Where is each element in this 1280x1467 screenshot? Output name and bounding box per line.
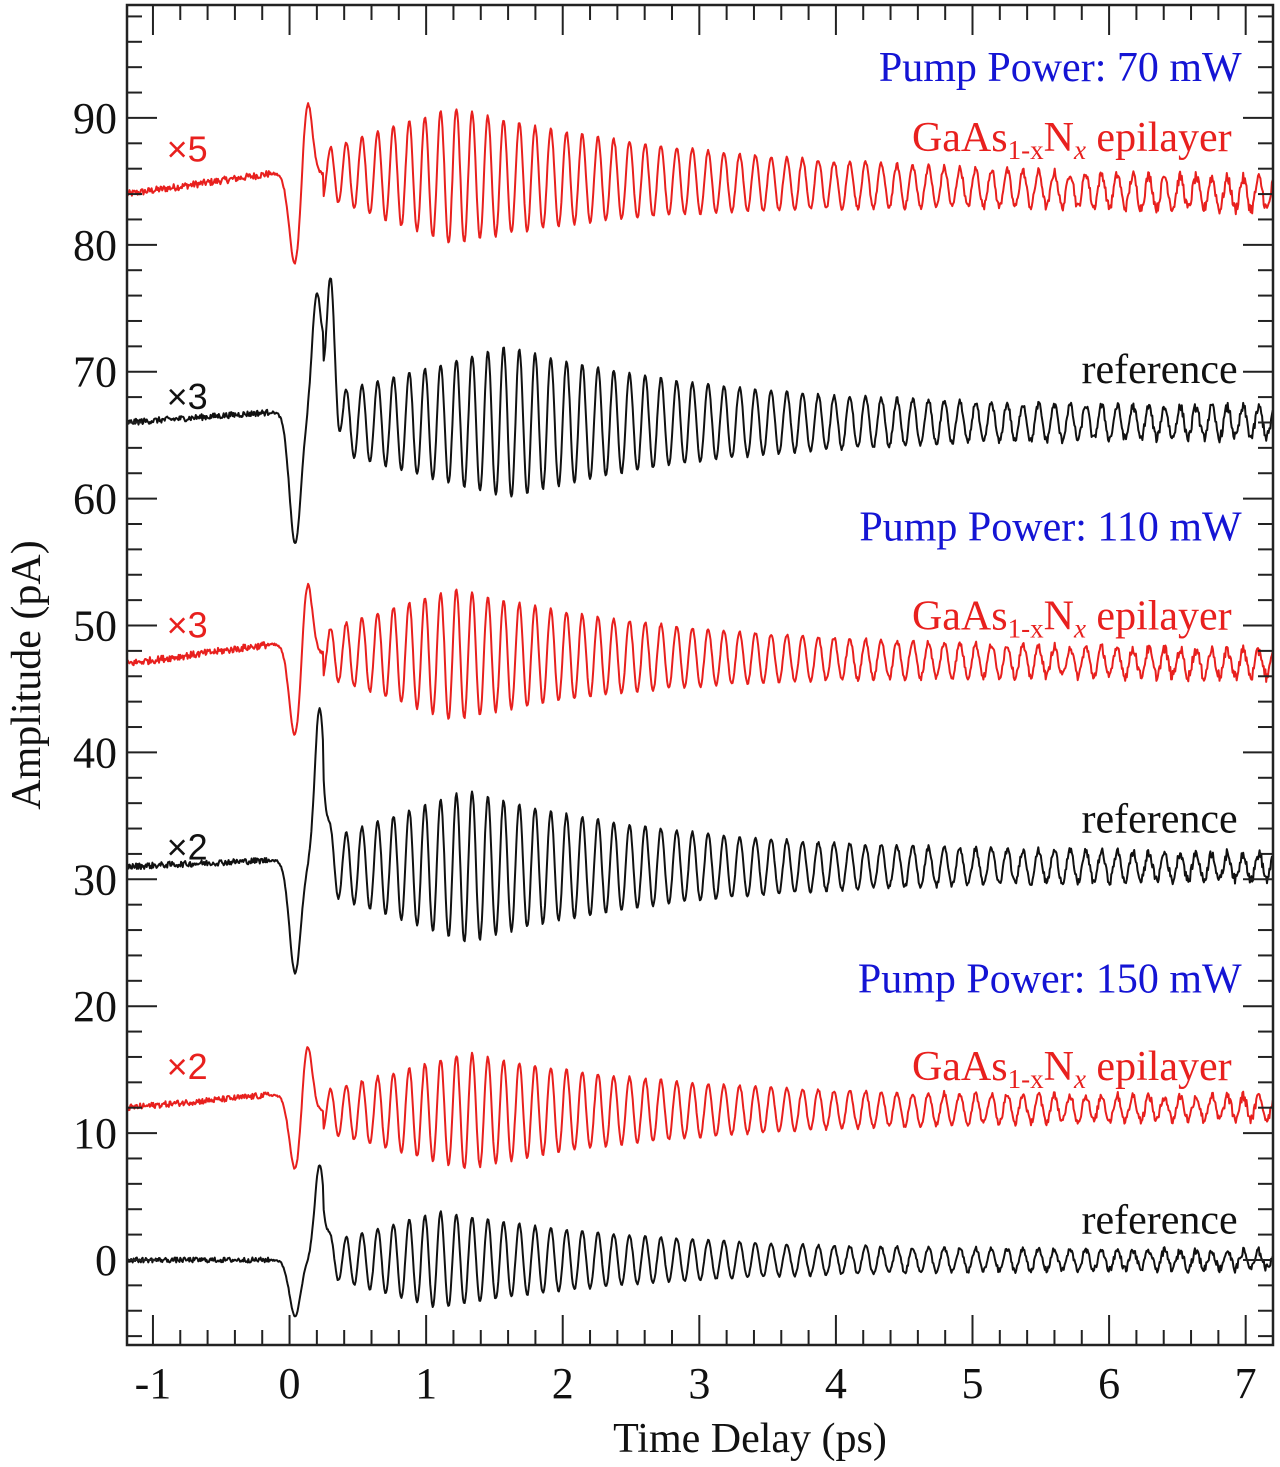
- y-tick-label: 40: [73, 728, 117, 777]
- trace-epilayer-4: [126, 1046, 1274, 1170]
- x-tick-label: 3: [688, 1359, 710, 1408]
- pump-power-label: Pump Power: 70 mW: [879, 45, 1242, 91]
- trace-epilayer-2: [126, 582, 1274, 736]
- y-tick-label: 50: [73, 602, 117, 651]
- sample-label-part: epilayer: [1086, 115, 1232, 161]
- sample-label-subscript: 1-x: [1008, 1064, 1044, 1094]
- x-tick-label: 4: [825, 1359, 847, 1408]
- y-tick-label: 80: [73, 221, 117, 270]
- sample-label: GaAs1-xNx epilayer: [912, 593, 1232, 643]
- sample-label-subscript: x: [1073, 613, 1086, 643]
- y-tick-label: 20: [73, 982, 117, 1031]
- x-tick-label: 7: [1235, 1359, 1257, 1408]
- sample-label-part: epilayer: [1086, 1044, 1232, 1090]
- sample-label: GaAs1-xNx epilayer: [912, 115, 1232, 165]
- x-tick-label: 5: [961, 1359, 983, 1408]
- trace-reference-3: [126, 707, 1274, 975]
- scale-factor-label: ×2: [167, 827, 208, 868]
- scale-factor-label: ×2: [167, 1046, 208, 1087]
- sample-label-subscript: x: [1073, 1064, 1086, 1094]
- reference-label: reference: [1082, 1197, 1238, 1243]
- reference-label: reference: [1082, 796, 1238, 842]
- x-tick-label: 0: [279, 1359, 301, 1408]
- sample-label: GaAs1-xNx epilayer: [912, 1044, 1232, 1094]
- y-tick-label: 70: [73, 348, 117, 397]
- sample-label-part: GaAs: [912, 1044, 1008, 1090]
- sample-label-subscript: x: [1073, 135, 1086, 165]
- sample-label-part: GaAs: [912, 115, 1008, 161]
- scale-factor-label: ×5: [167, 129, 208, 170]
- traces-layer: [126, 102, 1274, 1318]
- y-axis-title: Amplitude (pA): [4, 540, 50, 809]
- trace-reference-1: [126, 277, 1274, 544]
- sample-label-part: epilayer: [1086, 593, 1232, 639]
- y-tick-label: 60: [73, 475, 117, 524]
- y-tick-label: 90: [73, 94, 117, 143]
- x-axis-title: Time Delay (ps): [613, 1416, 887, 1462]
- sample-label-part: GaAs: [912, 593, 1008, 639]
- labels-layer: ×5 ×3 reference ×3 ×2 reference ×2 reference Pum…: [167, 45, 1242, 1243]
- sample-label-part: N: [1044, 115, 1074, 161]
- pump-power-label: Pump Power: 110 mW: [859, 505, 1242, 551]
- pump-power-label: Pump Power: 150 mW: [858, 956, 1242, 1002]
- scale-factor-label: ×3: [167, 605, 208, 646]
- x-tick-label: 6: [1098, 1359, 1120, 1408]
- y-tick-label: 0: [95, 1236, 117, 1285]
- trace-epilayer-0: [126, 102, 1274, 265]
- scale-factor-label: ×3: [167, 376, 208, 417]
- sample-label-part: N: [1044, 593, 1074, 639]
- x-tick-label: -1: [135, 1359, 172, 1408]
- sample-label-subscript: 1-x: [1008, 613, 1044, 643]
- trace-reference-5: [126, 1164, 1274, 1318]
- x-tick-label: 2: [552, 1359, 574, 1408]
- reference-label: reference: [1082, 347, 1238, 393]
- x-tick-label: 1: [415, 1359, 437, 1408]
- sample-label-subscript: 1-x: [1008, 135, 1044, 165]
- y-tick-label: 30: [73, 855, 117, 904]
- y-tick-label: 10: [73, 1109, 117, 1158]
- sample-label-part: N: [1044, 1044, 1074, 1090]
